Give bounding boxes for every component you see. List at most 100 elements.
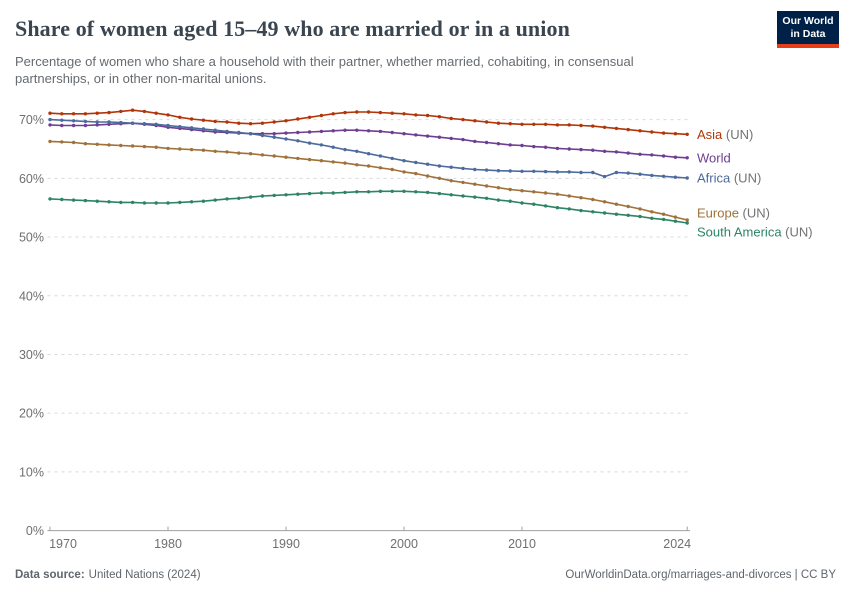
series-point-africa-un-1970[interactable] [48, 117, 52, 122]
series-point-south-america-un-2018[interactable] [614, 212, 619, 216]
series-point-world-1995[interactable] [343, 128, 347, 132]
series-point-south-america-un-2010[interactable] [520, 201, 524, 205]
series-point-world-2023[interactable] [673, 155, 678, 159]
series-point-asia-un-2013[interactable] [555, 123, 560, 127]
series-point-europe-un-1999[interactable] [390, 167, 394, 172]
series-point-europe-un-1987[interactable] [248, 152, 253, 156]
series-point-asia-un-1982[interactable] [189, 117, 194, 121]
series-point-europe-un-2023[interactable] [673, 215, 678, 219]
series-point-europe-un-1972[interactable] [71, 140, 76, 145]
series-point-europe-un-1975[interactable] [107, 143, 111, 147]
series-point-africa-un-2012[interactable] [543, 169, 548, 174]
series-point-south-america-un-2004[interactable] [449, 193, 453, 197]
series-point-africa-un-2020[interactable] [638, 172, 642, 176]
series-point-south-america-un-1986[interactable] [237, 196, 241, 200]
series-point-world-1974[interactable] [95, 123, 99, 127]
series-point-world-2014[interactable] [567, 147, 571, 151]
series-point-africa-un-2014[interactable] [567, 170, 571, 174]
series-point-europe-un-1989[interactable] [272, 154, 276, 158]
series-point-south-america-un-1975[interactable] [107, 200, 111, 204]
series-point-world-2021[interactable] [650, 153, 654, 157]
series-point-europe-un-1996[interactable] [355, 163, 359, 167]
series-point-world-2006[interactable] [473, 139, 477, 144]
series-point-europe-un-1971[interactable] [60, 140, 64, 144]
series-point-europe-un-1977[interactable] [130, 144, 135, 148]
series-point-asia-un-2011[interactable] [532, 122, 536, 127]
series-point-africa-un-1986[interactable] [237, 130, 241, 135]
series-point-asia-un-1985[interactable] [225, 120, 229, 124]
series-point-europe-un-2021[interactable] [650, 210, 654, 214]
series-point-south-america-un-1983[interactable] [201, 199, 206, 203]
series-point-africa-un-1998[interactable] [378, 154, 383, 158]
series-point-asia-un-1980[interactable] [166, 113, 170, 117]
series-point-south-america-un-1982[interactable] [189, 200, 194, 204]
series-point-europe-un-2003[interactable] [437, 176, 442, 180]
owid-license-link[interactable]: OurWorldinData.org/marriages-and-divorce… [565, 569, 836, 581]
series-point-south-america-un-1974[interactable] [95, 199, 99, 203]
series-point-europe-un-1997[interactable] [366, 164, 371, 168]
series-point-south-america-un-1977[interactable] [130, 200, 135, 205]
series-point-south-america-un-2006[interactable] [473, 195, 477, 199]
series-point-europe-un-2005[interactable] [461, 180, 465, 185]
series-point-europe-un-2000[interactable] [402, 170, 406, 174]
series-point-europe-un-2004[interactable] [449, 179, 453, 183]
series-point-asia-un-1989[interactable] [272, 120, 276, 124]
series-point-africa-un-1997[interactable] [366, 152, 371, 156]
series-point-africa-un-1991[interactable] [296, 139, 300, 143]
series-point-africa-un-1996[interactable] [355, 149, 359, 153]
series-point-asia-un-2020[interactable] [638, 129, 642, 133]
series-point-europe-un-1984[interactable] [213, 149, 217, 153]
series-point-europe-un-2007[interactable] [484, 184, 489, 188]
series-point-africa-un-2004[interactable] [449, 165, 453, 169]
series-point-south-america-un-1989[interactable] [272, 193, 276, 198]
series-point-south-america-un-2019[interactable] [626, 213, 630, 217]
series-point-world-2017[interactable] [602, 149, 607, 153]
series-point-asia-un-2002[interactable] [425, 113, 430, 118]
series-point-south-america-un-2011[interactable] [532, 202, 536, 206]
series-point-africa-un-2019[interactable] [626, 171, 630, 175]
series-point-asia-un-1978[interactable] [142, 109, 147, 114]
series-point-world-2008[interactable] [496, 142, 501, 146]
series-point-asia-un-2022[interactable] [661, 131, 666, 135]
series-point-south-america-un-2002[interactable] [425, 190, 430, 195]
series-point-europe-un-1998[interactable] [378, 166, 383, 170]
series-point-south-america-un-1978[interactable] [142, 201, 147, 205]
series-point-europe-un-2018[interactable] [614, 202, 619, 206]
series-point-south-america-un-1997[interactable] [366, 190, 371, 194]
series-point-south-america-un-1985[interactable] [225, 197, 229, 201]
series-point-africa-un-2008[interactable] [496, 169, 501, 173]
series-point-world-1999[interactable] [390, 130, 394, 135]
series-point-south-america-un-1992[interactable] [307, 191, 312, 196]
series-point-europe-un-2014[interactable] [567, 194, 571, 198]
series-point-europe-un-1988[interactable] [260, 153, 265, 157]
series-point-south-america-un-1976[interactable] [119, 200, 123, 205]
owid-logo[interactable]: Our World in Data [777, 11, 839, 48]
series-point-europe-un-2020[interactable] [638, 207, 642, 211]
series-point-europe-un-1990[interactable] [284, 155, 288, 159]
series-point-world-1971[interactable] [60, 123, 64, 128]
series-point-south-america-un-2023[interactable] [673, 219, 678, 223]
series-point-asia-un-1998[interactable] [378, 110, 383, 115]
series-point-europe-un-1973[interactable] [83, 142, 88, 146]
series-point-europe-un-2017[interactable] [602, 200, 607, 204]
series-point-asia-un-2010[interactable] [520, 122, 524, 127]
series-point-africa-un-2003[interactable] [437, 164, 442, 168]
series-point-asia-un-2001[interactable] [414, 113, 418, 117]
series-point-africa-un-1978[interactable] [142, 122, 147, 126]
series-point-south-america-un-2012[interactable] [543, 204, 548, 208]
series-point-south-america-un-2021[interactable] [650, 216, 654, 220]
series-point-europe-un-1991[interactable] [296, 156, 300, 161]
series-point-world-2010[interactable] [520, 143, 524, 148]
series-point-world-1989[interactable] [272, 132, 276, 136]
series-point-world-1998[interactable] [378, 129, 383, 134]
series-point-asia-un-1992[interactable] [307, 115, 312, 120]
series-point-south-america-un-2022[interactable] [661, 217, 666, 222]
series-point-europe-un-1980[interactable] [166, 146, 170, 151]
series-point-asia-un-2017[interactable] [602, 125, 607, 129]
series-point-world-2022[interactable] [661, 154, 666, 158]
series-point-asia-un-1973[interactable] [83, 112, 88, 116]
series-point-south-america-un-1988[interactable] [260, 194, 265, 198]
series-point-world-2019[interactable] [626, 151, 630, 155]
series-line-south-america-un[interactable] [49, 190, 688, 224]
